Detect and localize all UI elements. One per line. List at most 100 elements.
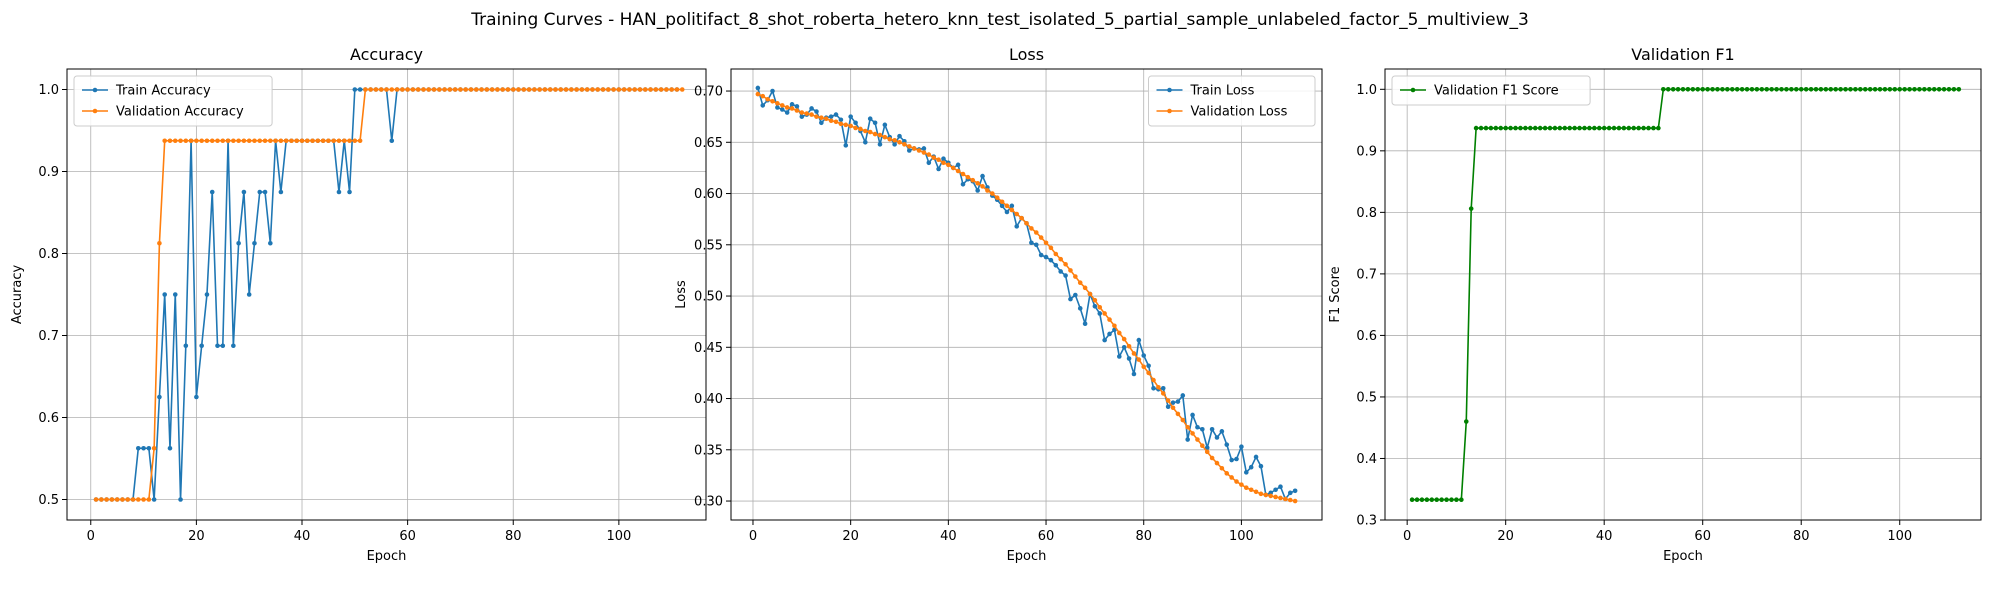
x-tick-label: 40 bbox=[940, 529, 957, 544]
series-validation-loss bbox=[755, 91, 1298, 504]
data-point bbox=[1926, 87, 1932, 92]
data-point bbox=[1160, 385, 1166, 391]
y-tick-label: 0.35 bbox=[694, 443, 723, 458]
data-point bbox=[853, 120, 858, 126]
data-point bbox=[1175, 411, 1181, 417]
y-tick-label: 1.0 bbox=[38, 83, 59, 98]
data-point bbox=[1009, 207, 1015, 213]
data-point bbox=[970, 177, 976, 183]
data-point bbox=[452, 87, 458, 92]
data-point bbox=[1102, 337, 1107, 343]
data-point bbox=[1803, 87, 1809, 92]
data-point bbox=[1097, 305, 1103, 310]
data-point bbox=[363, 87, 368, 92]
data-point bbox=[999, 203, 1005, 209]
legend: Train Loss Validation Loss bbox=[1148, 75, 1316, 127]
data-point bbox=[1219, 429, 1225, 434]
data-point bbox=[104, 497, 109, 502]
data-point bbox=[1190, 431, 1195, 436]
data-point bbox=[209, 189, 215, 195]
data-point bbox=[770, 98, 775, 104]
data-point bbox=[246, 138, 252, 144]
data-point bbox=[1518, 125, 1523, 131]
data-point bbox=[936, 157, 941, 163]
data-point bbox=[468, 87, 474, 92]
data-point bbox=[1936, 87, 1942, 92]
data-point bbox=[1784, 87, 1789, 92]
data-point bbox=[1646, 125, 1651, 131]
data-point bbox=[516, 87, 521, 92]
data-point bbox=[547, 87, 553, 92]
data-point bbox=[1097, 311, 1103, 316]
data-point bbox=[1547, 125, 1553, 131]
data-point bbox=[1665, 87, 1671, 92]
data-point bbox=[1068, 268, 1073, 273]
y-tick-label: 0.5 bbox=[1356, 390, 1377, 405]
y-tick-label: 0.9 bbox=[38, 165, 59, 180]
data-point bbox=[1912, 87, 1917, 92]
y-tick-label: 0.9 bbox=[1356, 144, 1377, 159]
data-point bbox=[1175, 399, 1181, 404]
x-tick-label: 0 bbox=[749, 529, 757, 544]
data-point bbox=[526, 87, 532, 92]
data-point bbox=[1009, 203, 1015, 209]
data-point bbox=[1180, 393, 1186, 398]
data-point bbox=[1922, 87, 1927, 92]
data-point bbox=[1263, 492, 1269, 498]
y-tick-label: 0.60 bbox=[694, 187, 723, 202]
data-point bbox=[642, 87, 648, 92]
data-point bbox=[125, 497, 131, 502]
figure-suptitle: Training Curves - HAN_politifact_8_shot_… bbox=[470, 10, 1529, 30]
y-tick-label: 1.0 bbox=[1356, 83, 1377, 98]
data-point bbox=[1798, 87, 1804, 92]
data-point bbox=[1224, 471, 1230, 476]
data-point bbox=[828, 114, 834, 119]
data-point bbox=[1073, 274, 1078, 279]
data-point bbox=[141, 445, 146, 451]
legend-swatch-marker bbox=[1167, 87, 1172, 93]
data-point bbox=[1779, 87, 1784, 92]
data-point bbox=[1073, 292, 1078, 298]
data-point bbox=[315, 138, 321, 144]
data-point bbox=[1239, 482, 1244, 487]
data-point bbox=[252, 240, 257, 246]
data-point bbox=[823, 116, 829, 122]
y-axis-label: Accuracy bbox=[10, 265, 25, 325]
data-point bbox=[950, 165, 956, 171]
data-point bbox=[1567, 125, 1573, 131]
data-point bbox=[1853, 87, 1858, 92]
data-point bbox=[902, 142, 907, 147]
data-point bbox=[1542, 125, 1548, 131]
data-point bbox=[220, 343, 226, 349]
data-point bbox=[1951, 87, 1957, 92]
data-point bbox=[194, 394, 199, 400]
data-point bbox=[936, 166, 941, 172]
chart-title: Validation F1 bbox=[1631, 45, 1734, 64]
data-point bbox=[1048, 245, 1054, 251]
data-point bbox=[93, 497, 99, 502]
data-point bbox=[1897, 87, 1903, 92]
data-point bbox=[985, 188, 990, 193]
data-point bbox=[809, 106, 814, 111]
data-point bbox=[1102, 311, 1107, 316]
data-point bbox=[553, 87, 558, 92]
data-point bbox=[1744, 87, 1750, 92]
data-point bbox=[1636, 125, 1641, 131]
data-point bbox=[1043, 240, 1049, 246]
data-point bbox=[858, 126, 863, 132]
data-point bbox=[1170, 400, 1176, 405]
data-point bbox=[1029, 226, 1034, 231]
legend-swatch-marker bbox=[92, 108, 98, 114]
data-point bbox=[1631, 125, 1637, 131]
data-point bbox=[838, 121, 844, 127]
data-point bbox=[1754, 87, 1760, 92]
data-point bbox=[252, 138, 257, 144]
data-point bbox=[1033, 242, 1039, 248]
data-point bbox=[799, 114, 805, 119]
data-point bbox=[357, 87, 363, 92]
data-point bbox=[931, 155, 936, 160]
data-point bbox=[1552, 125, 1558, 131]
data-point bbox=[341, 138, 347, 144]
data-point bbox=[1478, 125, 1484, 131]
data-point bbox=[1862, 87, 1868, 92]
